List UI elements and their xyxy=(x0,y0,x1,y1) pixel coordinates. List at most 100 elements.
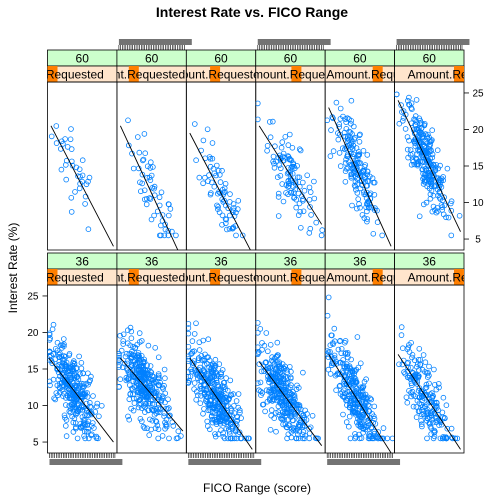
data-point xyxy=(223,220,229,227)
data-point xyxy=(73,411,79,418)
strip-amount-label: Amount.Requested xyxy=(408,68,504,82)
data-point xyxy=(255,320,261,326)
data-point xyxy=(336,359,343,366)
data-point xyxy=(389,435,395,442)
data-point xyxy=(139,364,145,371)
data-point xyxy=(433,419,440,426)
data-point xyxy=(155,426,162,433)
data-point xyxy=(205,354,212,361)
data-point xyxy=(330,148,337,154)
data-point xyxy=(186,344,192,350)
data-point xyxy=(138,356,144,363)
data-point xyxy=(423,384,430,391)
data-point xyxy=(79,383,86,389)
data-point xyxy=(207,384,213,391)
data-point xyxy=(351,161,358,167)
data-point xyxy=(313,219,320,226)
data-point xyxy=(296,146,303,153)
data-point xyxy=(287,374,294,381)
data-point xyxy=(71,392,78,399)
data-point xyxy=(71,360,78,367)
data-point xyxy=(430,435,437,442)
strip-amount-label: Amount.Requested xyxy=(82,68,185,82)
data-point xyxy=(336,121,343,128)
data-point xyxy=(274,339,281,346)
data-point xyxy=(79,414,86,420)
data-point xyxy=(359,212,366,218)
data-point xyxy=(218,373,224,380)
data-point xyxy=(346,413,353,420)
data-point xyxy=(219,222,225,228)
data-point xyxy=(186,373,192,380)
data-point xyxy=(444,165,451,172)
data-point xyxy=(409,151,416,157)
strip-amount-label: Amount.Requested xyxy=(326,271,429,285)
data-point xyxy=(78,397,84,404)
data-point xyxy=(347,435,354,442)
data-point xyxy=(206,154,213,160)
data-point xyxy=(178,433,184,439)
panel-data xyxy=(325,294,395,453)
data-point xyxy=(412,113,419,119)
strip-term-label: 36 xyxy=(284,255,298,269)
data-point xyxy=(369,435,376,442)
data-point xyxy=(267,426,274,433)
strip-amount-label: Amount.Requested xyxy=(326,68,429,82)
data-point xyxy=(278,371,285,378)
data-point xyxy=(163,421,170,428)
data-point xyxy=(48,133,55,140)
data-point xyxy=(76,166,83,173)
data-point xyxy=(357,131,363,138)
data-point xyxy=(153,410,160,417)
data-point xyxy=(158,189,165,196)
y-tick-label: 20 xyxy=(27,328,39,339)
data-point xyxy=(47,382,53,389)
data-point xyxy=(429,208,436,215)
data-point xyxy=(153,419,160,425)
data-point xyxy=(264,348,271,355)
data-point xyxy=(152,344,159,351)
data-point xyxy=(151,183,158,190)
data-point xyxy=(325,348,331,354)
data-point xyxy=(54,366,60,373)
data-point xyxy=(78,359,85,366)
data-point xyxy=(288,157,295,164)
data-point xyxy=(64,368,71,375)
data-point xyxy=(47,335,53,342)
data-point xyxy=(79,172,86,179)
data-point xyxy=(216,361,223,367)
data-point xyxy=(147,371,153,378)
data-point xyxy=(291,165,298,172)
y-tick-label: 5 xyxy=(33,438,39,449)
data-point xyxy=(343,419,350,425)
data-point xyxy=(145,407,152,414)
data-point xyxy=(419,366,426,373)
data-point xyxy=(275,154,282,161)
data-point xyxy=(363,396,370,403)
data-point xyxy=(129,363,136,369)
data-point xyxy=(166,405,172,411)
data-point xyxy=(117,332,123,339)
data-point xyxy=(167,412,173,419)
data-point xyxy=(212,370,219,377)
data-point xyxy=(142,150,149,157)
data-point xyxy=(345,381,352,388)
data-point xyxy=(414,361,421,368)
data-point xyxy=(219,212,226,219)
strip-amount-level xyxy=(291,66,302,82)
data-point xyxy=(352,409,358,416)
data-point xyxy=(189,348,196,355)
strip-amount-label: Amount.Requested xyxy=(408,271,504,285)
data-point xyxy=(126,416,132,423)
data-point xyxy=(401,369,407,375)
data-point xyxy=(351,374,358,381)
data-point xyxy=(93,433,100,440)
data-point xyxy=(70,429,77,435)
data-point xyxy=(426,399,432,405)
data-point xyxy=(306,230,313,236)
data-point xyxy=(367,395,374,402)
data-point xyxy=(52,345,59,352)
data-point xyxy=(54,347,61,354)
data-point xyxy=(340,411,346,418)
data-point xyxy=(161,382,167,389)
